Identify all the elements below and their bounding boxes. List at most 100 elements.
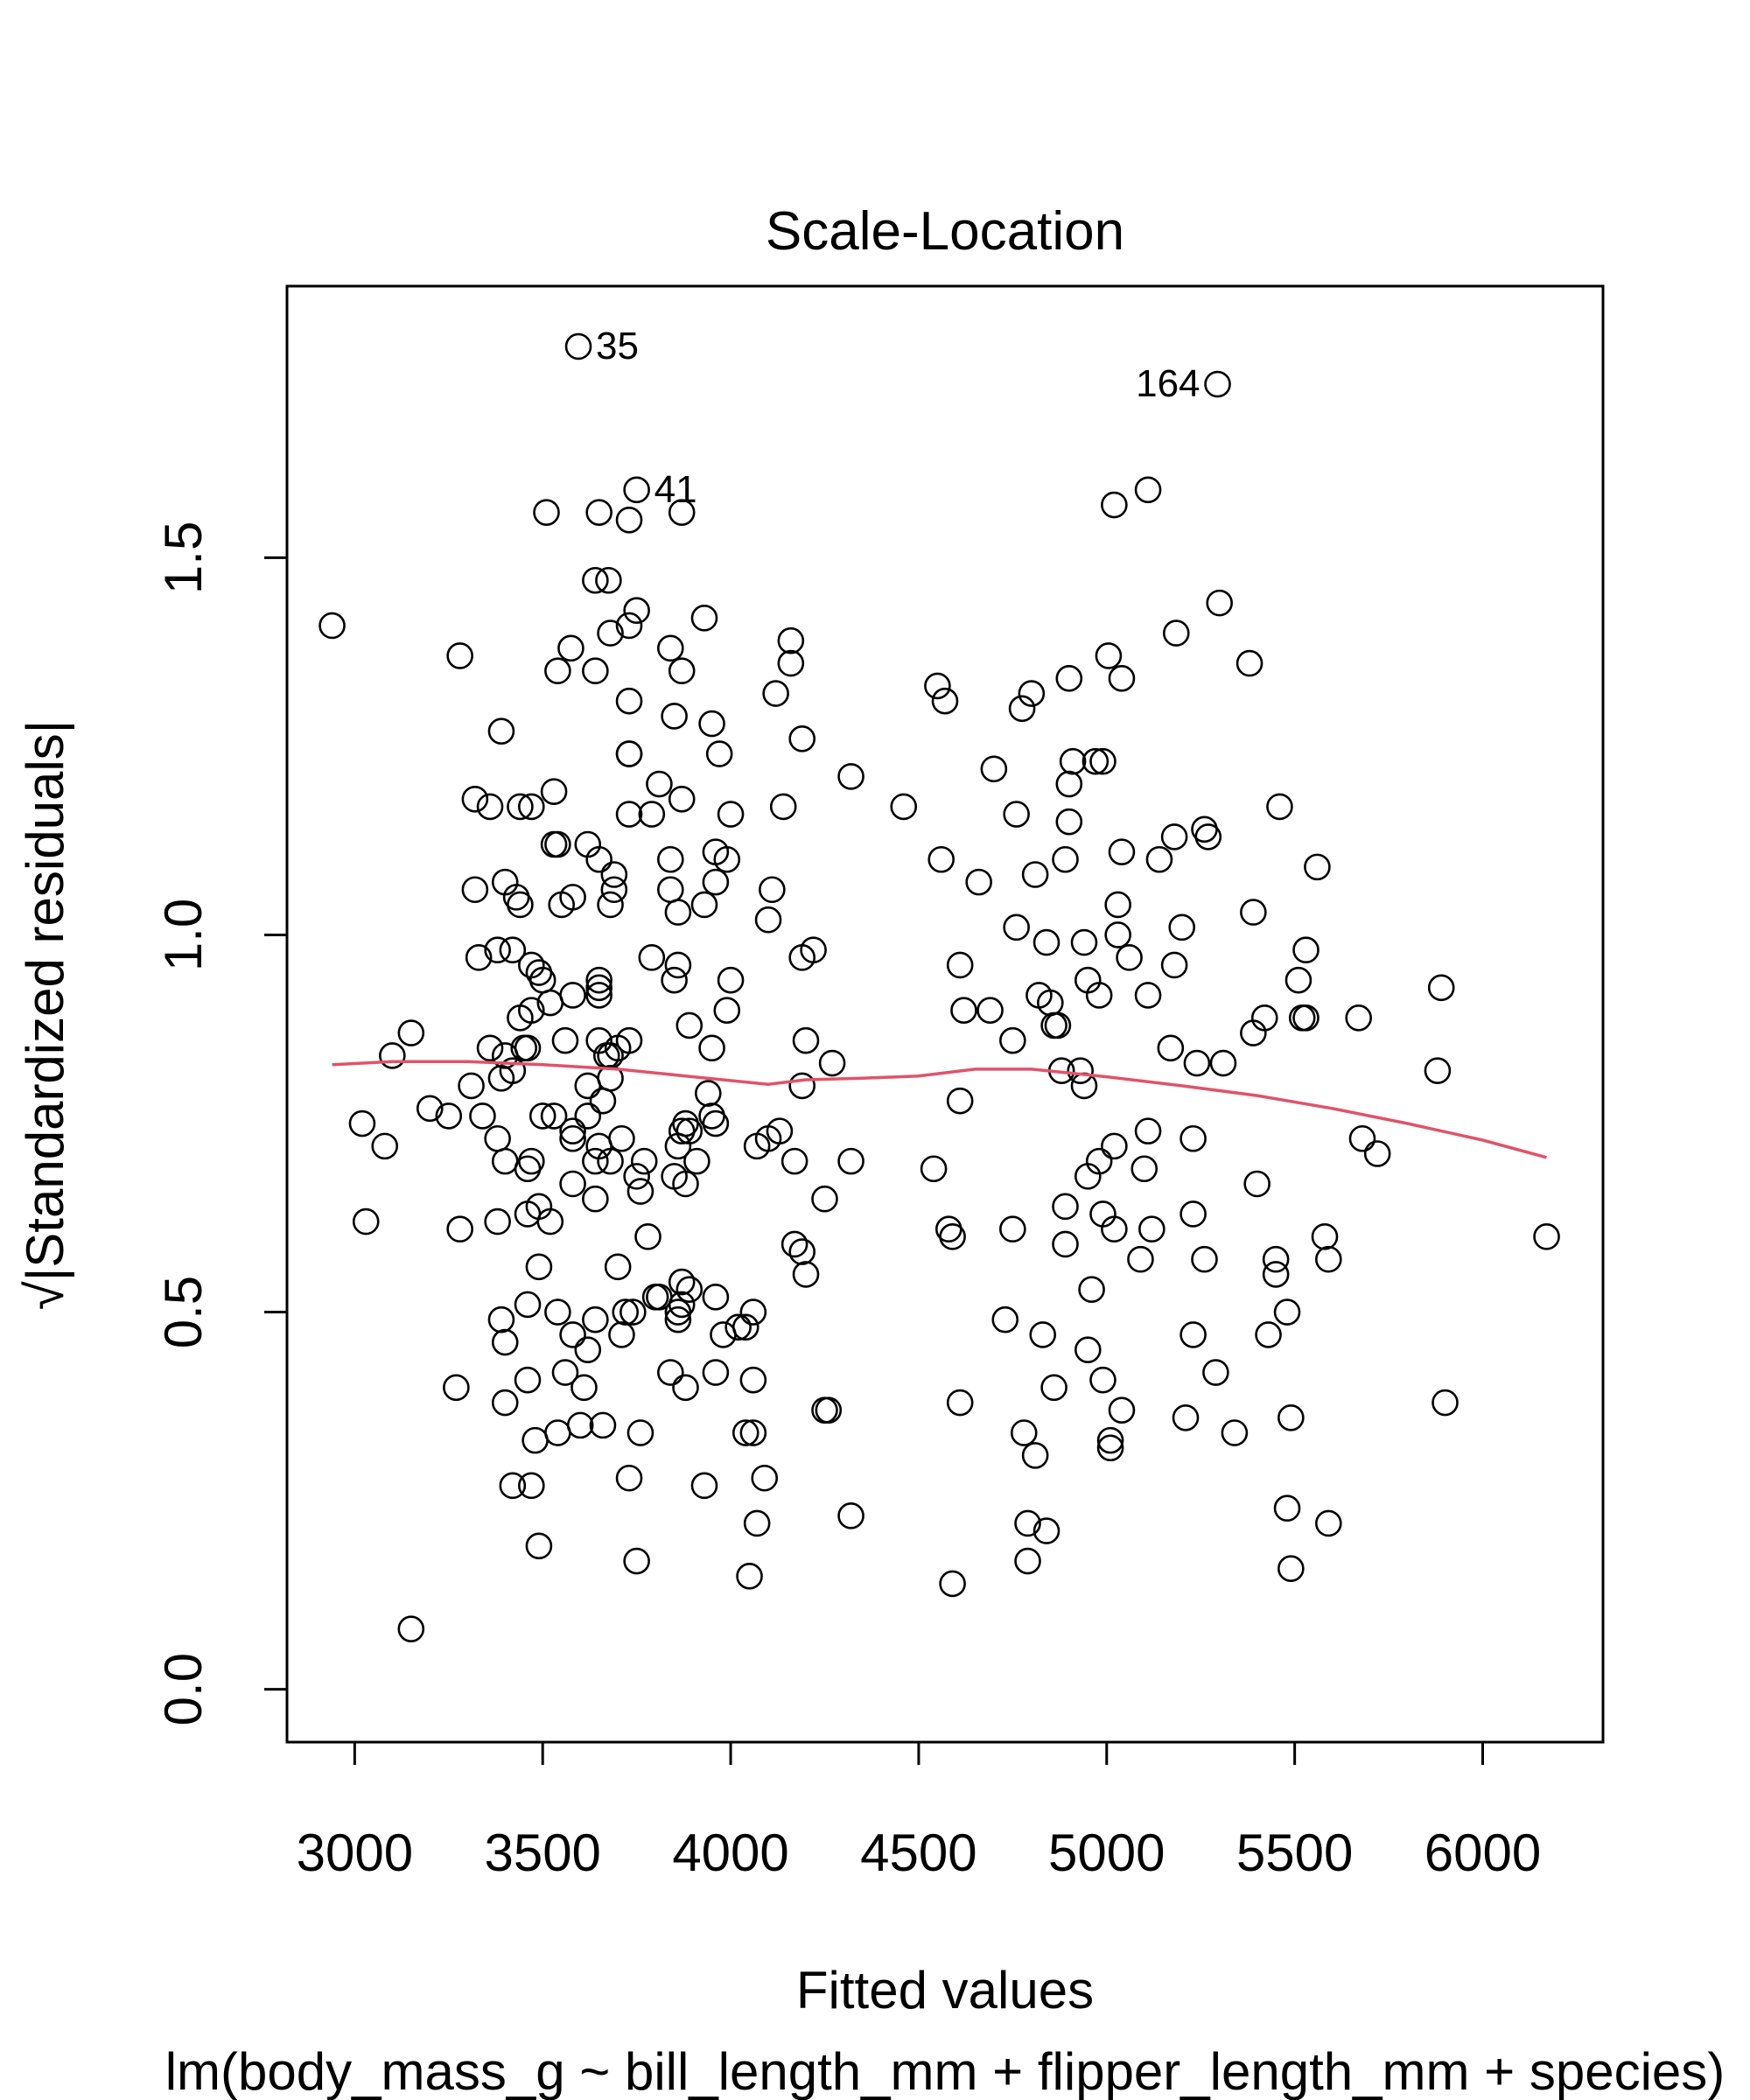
data-point <box>1180 1200 1207 1228</box>
data-point <box>615 801 643 828</box>
data-point <box>589 1411 617 1439</box>
data-point <box>461 785 489 813</box>
data-point <box>1180 1124 1207 1152</box>
data-point <box>931 687 959 715</box>
data-point <box>792 1261 820 1288</box>
data-point <box>487 718 515 745</box>
data-point <box>1021 1442 1049 1469</box>
data-point <box>702 1359 730 1386</box>
data-point <box>676 1276 704 1303</box>
data-point <box>976 997 1004 1024</box>
data-point <box>585 966 612 994</box>
data-point <box>1240 899 1267 926</box>
data-point <box>1284 966 1312 994</box>
data-point <box>751 1464 779 1492</box>
data-point <box>487 1306 515 1334</box>
data-point <box>1040 1374 1068 1402</box>
data-point <box>1078 1276 1105 1303</box>
data-point <box>837 763 864 790</box>
data-point <box>780 1147 808 1175</box>
data-point <box>1183 1049 1211 1077</box>
data-point <box>657 634 684 662</box>
data-point <box>533 499 560 526</box>
data-point <box>608 1124 635 1152</box>
data-point <box>766 1117 794 1144</box>
data-point <box>559 1170 586 1198</box>
data-point <box>759 876 786 904</box>
y-tick-label: 0.5 <box>154 1276 213 1348</box>
data-point <box>672 1170 699 1198</box>
data-point <box>724 1313 752 1341</box>
data-point <box>1095 642 1123 669</box>
data-point <box>615 1026 643 1054</box>
data-point <box>732 1419 760 1446</box>
data-point <box>1014 1547 1041 1575</box>
data-point <box>676 1012 704 1040</box>
point-label: 164 <box>1136 362 1200 405</box>
data-point <box>1427 974 1455 1002</box>
data-point <box>739 1419 767 1446</box>
data-point <box>1082 747 1110 775</box>
data-point <box>582 657 609 685</box>
data-point <box>461 876 489 904</box>
data-point <box>1243 1170 1270 1198</box>
data-point <box>1533 1223 1560 1250</box>
y-axis-label: √|Standardized residuals| <box>16 720 74 1310</box>
data-point <box>1315 1245 1342 1273</box>
data-point <box>668 785 696 813</box>
data-point <box>544 830 571 858</box>
data-point <box>739 1298 767 1326</box>
data-point <box>999 1026 1026 1054</box>
data-point <box>518 1147 545 1175</box>
data-point <box>1262 1261 1290 1288</box>
data-point <box>1044 1012 1072 1040</box>
data-point <box>664 899 692 926</box>
data-point <box>507 793 534 821</box>
data-point <box>920 1155 948 1183</box>
y-axis: 0.0 0.5 1.0 1.5 <box>154 522 289 1726</box>
data-point <box>1101 1215 1128 1243</box>
data-point <box>491 1328 519 1356</box>
data-point <box>694 1080 722 1107</box>
data-point <box>1160 823 1188 850</box>
data-point <box>525 1253 553 1281</box>
data-point <box>595 566 622 594</box>
data-point <box>484 936 511 964</box>
x-tick-label: 3000 <box>297 1824 413 1882</box>
data-point <box>698 710 725 738</box>
data-point <box>818 1049 846 1077</box>
data-point <box>1221 1419 1249 1446</box>
data-point <box>1003 914 1030 942</box>
data-point <box>739 1366 767 1394</box>
data-point <box>676 1117 704 1144</box>
data-point <box>638 801 666 828</box>
data-point <box>1085 1147 1113 1175</box>
data-point <box>1266 793 1293 821</box>
data-point <box>615 1464 643 1492</box>
data-point <box>702 1110 730 1138</box>
data-point <box>1432 1389 1459 1417</box>
data-point <box>597 1064 624 1092</box>
data-point <box>615 687 643 715</box>
data-point <box>544 657 571 685</box>
data-point <box>623 1163 650 1190</box>
data-point <box>630 1147 658 1175</box>
data-point <box>446 642 473 669</box>
data-point <box>713 997 741 1024</box>
smooth-line <box>332 1060 1547 1159</box>
x-tick-label: 5000 <box>1048 1824 1165 1882</box>
data-point <box>668 1268 696 1296</box>
x-tick-label: 5500 <box>1236 1824 1353 1882</box>
data-point <box>1055 770 1083 798</box>
data-point <box>1278 1555 1305 1582</box>
data-point <box>999 1215 1026 1243</box>
data-point <box>559 1117 586 1144</box>
data-point <box>946 1389 974 1417</box>
data-point <box>469 1102 496 1130</box>
data-point <box>585 499 612 526</box>
data-point <box>620 1298 647 1326</box>
data-point <box>780 1230 808 1258</box>
data-point <box>754 906 782 934</box>
data-point <box>1273 1298 1301 1326</box>
data-point <box>717 966 745 994</box>
